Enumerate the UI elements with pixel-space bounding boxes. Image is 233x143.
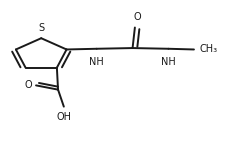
Text: NH: NH <box>161 56 176 66</box>
Text: O: O <box>24 80 32 90</box>
Text: NH: NH <box>89 56 104 66</box>
Text: OH: OH <box>56 112 71 122</box>
Text: CH₃: CH₃ <box>199 44 217 54</box>
Text: S: S <box>38 23 44 33</box>
Text: O: O <box>133 12 141 22</box>
